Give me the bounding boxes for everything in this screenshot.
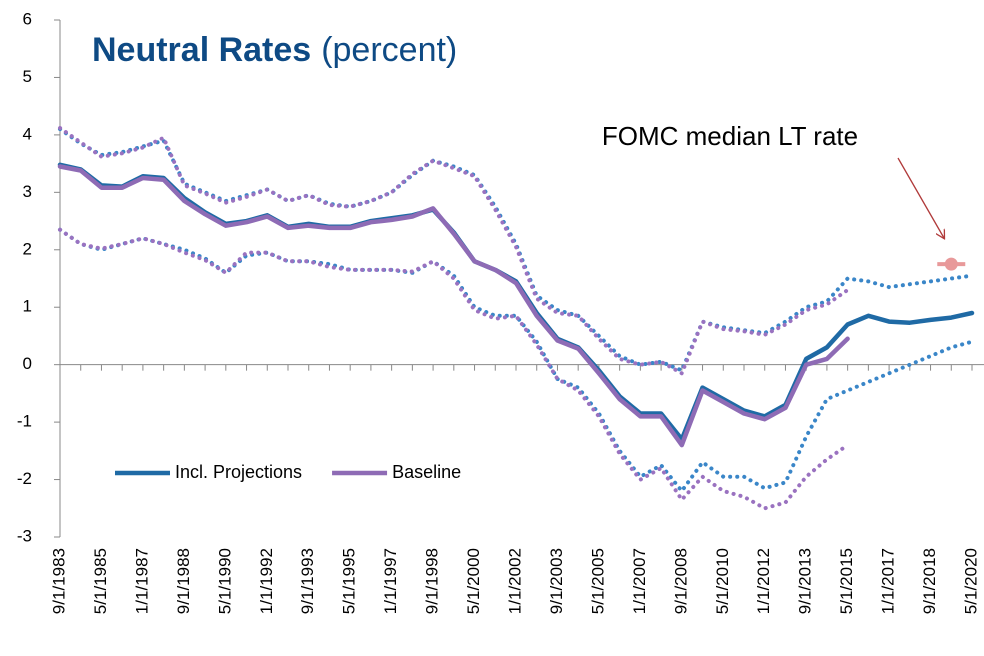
- y-tick-label: -1: [17, 412, 32, 431]
- y-tick-label: 5: [23, 67, 32, 86]
- x-tick-label: 5/1/2005: [588, 548, 607, 614]
- y-tick-label: 3: [23, 182, 32, 201]
- x-tick-label: 9/1/2018: [920, 548, 939, 614]
- legend-label: Incl. Projections: [175, 462, 302, 482]
- chart-title-group: Neutral Rates (percent): [92, 31, 457, 69]
- x-tick-label: 9/1/2008: [671, 548, 690, 614]
- y-tick-label: 1: [23, 297, 32, 316]
- y-tick-label: 4: [23, 124, 32, 143]
- x-tick-label: 5/1/1995: [340, 548, 359, 614]
- annotation-arrow: [897, 157, 944, 238]
- x-tick-label: 5/1/2020: [961, 548, 980, 614]
- series-line: [57, 162, 975, 442]
- x-tick-label: 5/1/1985: [91, 548, 110, 614]
- y-tick-label: -3: [17, 526, 32, 545]
- x-tick-label: 1/1/1992: [257, 548, 276, 614]
- marker-dot: [944, 257, 958, 271]
- y-tick-label: 6: [23, 9, 32, 28]
- x-tick-label: 5/1/2000: [464, 548, 483, 614]
- x-tick-label: 1/1/2012: [754, 548, 773, 614]
- chart-subtitle: (percent): [321, 31, 457, 69]
- legend-label: Baseline: [392, 462, 461, 482]
- x-tick-label: 1/1/2007: [630, 548, 649, 614]
- x-tick-label: 1/1/1987: [132, 548, 151, 614]
- x-tick-label: 5/1/2015: [837, 548, 856, 614]
- x-tick-label: 5/1/2010: [713, 548, 732, 614]
- x-tick-label: 9/1/1983: [49, 548, 68, 614]
- x-tick-label: 9/1/2003: [547, 548, 566, 614]
- x-tick-label: 1/1/2017: [879, 548, 898, 614]
- series-line: [57, 164, 850, 448]
- y-tick-label: 0: [23, 354, 32, 373]
- band-line: [58, 227, 850, 511]
- band-line: [58, 127, 974, 373]
- x-tick-label: 9/1/1988: [174, 548, 193, 614]
- fomc-marker: [937, 257, 966, 271]
- annotation: FOMC median LT rate: [602, 121, 858, 151]
- x-tick-label: 9/1/2013: [796, 548, 815, 614]
- band-line: [58, 126, 850, 376]
- x-tick-label: 1/1/2002: [505, 548, 524, 614]
- y-tick-label: -2: [17, 469, 32, 488]
- x-tick-label: 1/1/1997: [381, 548, 400, 614]
- chart-title: Neutral Rates: [92, 31, 311, 69]
- x-tick-label: 9/1/1993: [298, 548, 317, 614]
- y-tick-label: 2: [23, 239, 32, 258]
- x-tick-label: 9/1/1998: [423, 548, 442, 614]
- x-tick-label: 5/1/1990: [215, 548, 234, 614]
